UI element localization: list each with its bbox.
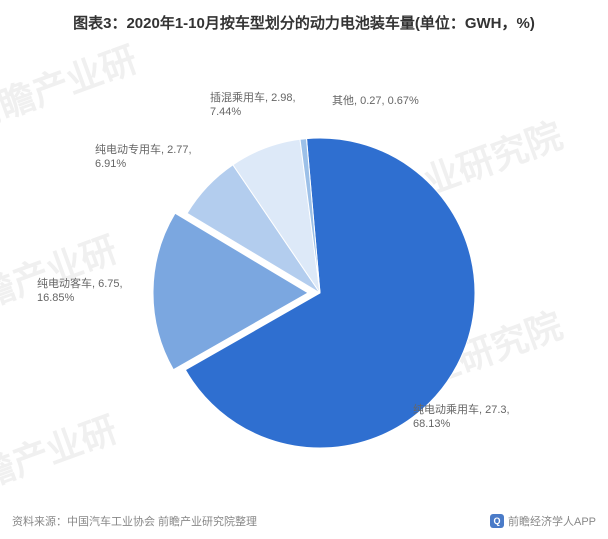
brand-icon: Q [490,514,504,528]
footer-source: 资料来源：中国汽车工业协会 前瞻产业研究院整理 [12,513,257,529]
slice-label: 其他, 0.27, 0.67% [332,94,419,108]
footer: 资料来源：中国汽车工业协会 前瞻产业研究院整理 Q 前瞻经济学人APP [12,513,596,529]
chart-title: 图表3：2020年1-10月按车型划分的动力电池装车量(单位：GWH，%) [0,0,608,33]
slice-label: 纯电动乘用车, 27.3,68.13% [413,403,510,432]
pie-chart [0,33,608,493]
slice-label: 纯电动专用车, 2.77,6.91% [95,143,192,172]
chart-area: 纯电动乘用车, 27.3,68.13% 纯电动客车, 6.75,16.85% 纯电动… [0,33,608,493]
slice-label: 插混乘用车, 2.98,7.44% [210,91,296,120]
footer-brand: Q 前瞻经济学人APP [490,513,596,529]
slice-label: 纯电动客车, 6.75,16.85% [37,277,123,306]
footer-app: 前瞻经济学人APP [508,513,596,529]
